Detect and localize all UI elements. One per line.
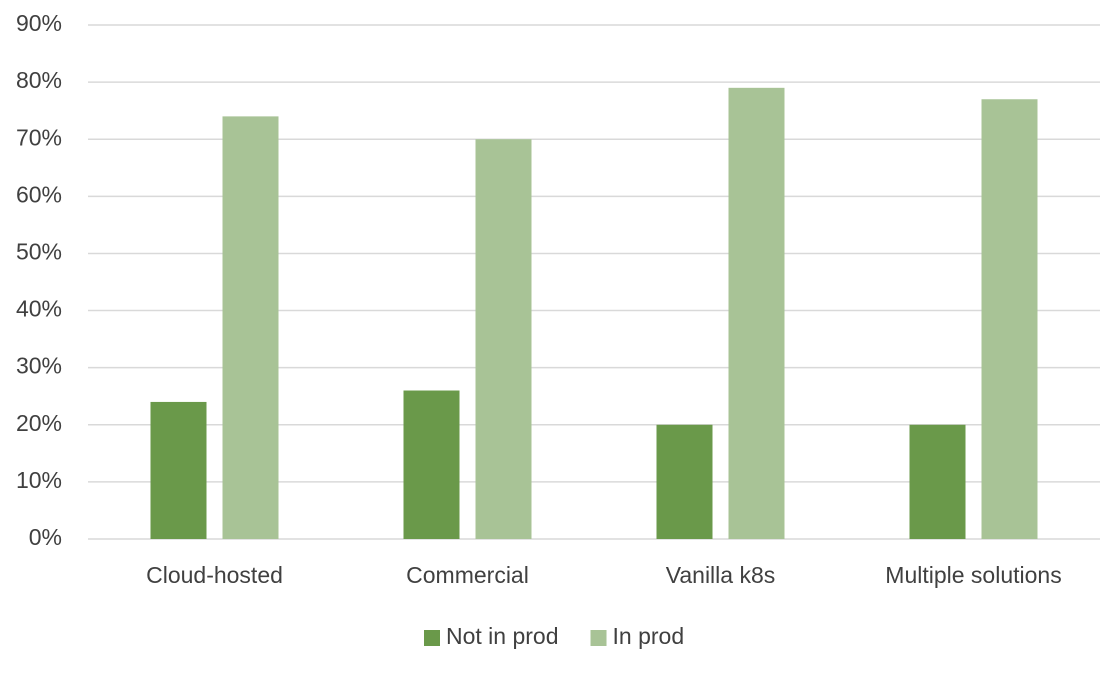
y-tick-label: 10% (16, 467, 62, 493)
legend-label: In prod (613, 623, 685, 649)
y-tick-label: 70% (16, 124, 62, 150)
legend-label: Not in prod (446, 623, 559, 649)
y-tick-label: 40% (16, 296, 62, 322)
bar (909, 424, 966, 539)
y-tick-label: 80% (16, 67, 62, 93)
y-tick-label: 90% (16, 10, 62, 36)
x-tick-label: Cloud-hosted (146, 562, 283, 588)
legend-swatch (590, 630, 607, 646)
bar (150, 401, 207, 539)
y-tick-label: 30% (16, 353, 62, 379)
bar (981, 99, 1038, 539)
y-tick-label: 50% (16, 239, 62, 265)
legend-swatch (424, 630, 440, 646)
y-tick-label: 0% (29, 524, 62, 550)
x-tick-label: Commercial (406, 562, 529, 588)
y-tick-label: 60% (16, 181, 62, 207)
bar (656, 424, 713, 539)
bar (222, 116, 279, 539)
x-tick-label: Multiple solutions (885, 562, 1061, 588)
bar (475, 139, 532, 539)
bar (403, 390, 460, 539)
x-tick-label: Vanilla k8s (666, 562, 776, 588)
bar (728, 87, 785, 540)
y-tick-label: 20% (16, 410, 62, 436)
